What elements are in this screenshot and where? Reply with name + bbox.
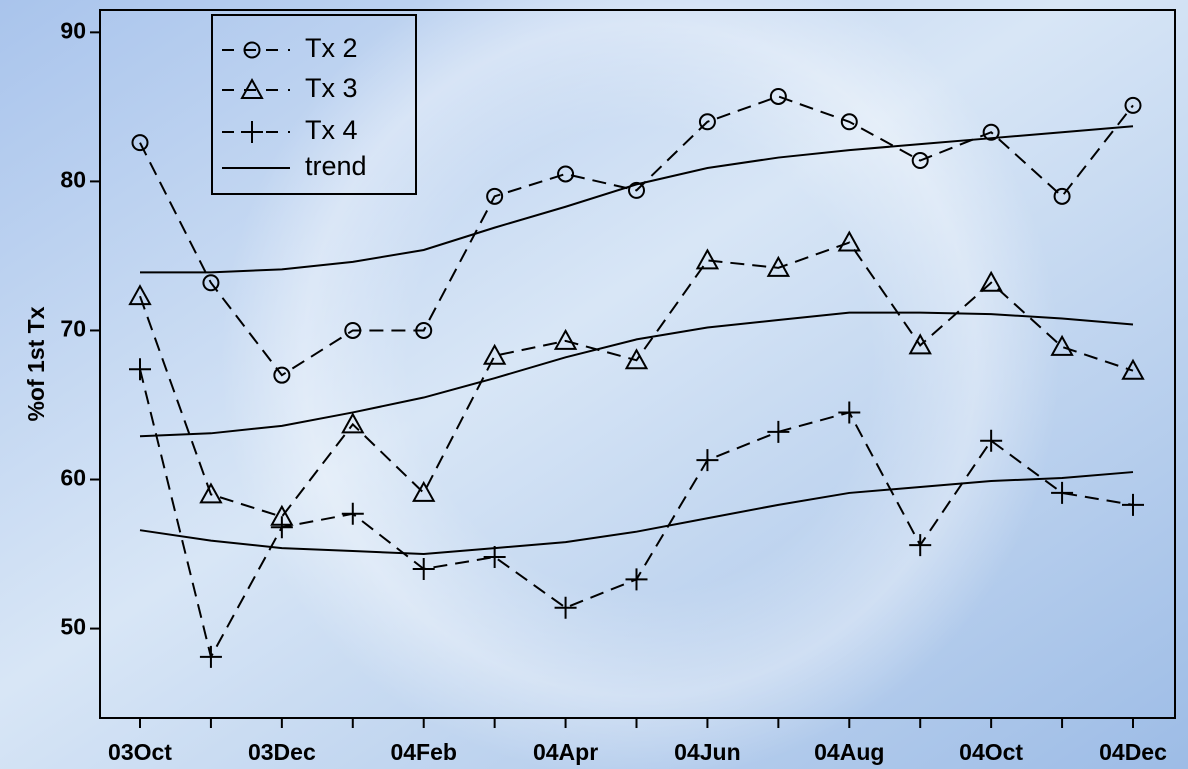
marker bbox=[344, 321, 362, 339]
marker bbox=[766, 255, 791, 277]
marker bbox=[270, 516, 293, 539]
marker bbox=[769, 87, 787, 105]
marker bbox=[128, 284, 152, 306]
marker bbox=[241, 121, 263, 143]
x-tick-label: 04Aug bbox=[814, 739, 884, 765]
series-line bbox=[139, 241, 1134, 518]
marker bbox=[129, 358, 151, 381]
marker bbox=[240, 77, 264, 99]
marker bbox=[909, 534, 932, 557]
legend-label: Tx 4 bbox=[305, 115, 358, 145]
marker bbox=[486, 187, 504, 205]
x-tick-label: 04Feb bbox=[390, 739, 456, 765]
marker bbox=[483, 546, 506, 569]
x-tick-label: 04Jun bbox=[674, 739, 740, 765]
marker bbox=[341, 502, 364, 525]
y-axis-label: %of 1st Tx bbox=[23, 306, 49, 421]
marker bbox=[982, 123, 1000, 141]
marker bbox=[273, 366, 291, 384]
background-swirl bbox=[220, 0, 1060, 769]
marker bbox=[625, 568, 648, 591]
marker bbox=[1050, 334, 1074, 356]
marker bbox=[979, 270, 1003, 292]
marker bbox=[415, 321, 433, 339]
y-tick-label: 80 bbox=[60, 166, 86, 192]
x-tick-label: 04Oct bbox=[959, 739, 1023, 765]
marker bbox=[1051, 481, 1074, 504]
legend-box bbox=[211, 14, 417, 195]
y-tick-label: 50 bbox=[60, 614, 86, 640]
x-tick-label: 03Oct bbox=[108, 739, 172, 765]
y-tick-label: 60 bbox=[60, 465, 86, 491]
x-tick-label: 03Dec bbox=[248, 739, 316, 765]
legend-label: Tx 3 bbox=[305, 73, 358, 103]
legend-label: Tx 2 bbox=[305, 33, 358, 63]
marker bbox=[696, 449, 719, 472]
trend-line bbox=[139, 311, 1134, 438]
marker bbox=[243, 41, 261, 59]
marker bbox=[1053, 187, 1071, 205]
marker bbox=[628, 181, 645, 199]
marker bbox=[624, 348, 649, 370]
marker bbox=[482, 343, 507, 365]
marker bbox=[1122, 493, 1144, 516]
marker bbox=[695, 248, 720, 270]
legend-label: trend bbox=[305, 151, 367, 181]
marker bbox=[908, 333, 932, 355]
trend-line bbox=[140, 125, 1134, 274]
marker bbox=[767, 420, 790, 443]
marker bbox=[840, 113, 858, 131]
y-tick-label: 90 bbox=[60, 17, 86, 43]
marker bbox=[980, 429, 1003, 452]
marker bbox=[1121, 358, 1145, 380]
marker bbox=[557, 165, 575, 183]
marker bbox=[341, 412, 365, 434]
marker bbox=[199, 482, 223, 504]
marker bbox=[554, 596, 577, 619]
marker bbox=[412, 480, 436, 502]
marker bbox=[202, 274, 220, 292]
x-tick-label: 04Apr bbox=[533, 739, 598, 765]
y-tick-label: 70 bbox=[60, 316, 86, 342]
marker bbox=[553, 328, 578, 350]
marker bbox=[837, 230, 861, 252]
marker bbox=[911, 152, 929, 170]
marker bbox=[131, 134, 149, 152]
marker bbox=[199, 645, 222, 668]
trend-line bbox=[139, 471, 1134, 556]
series-line bbox=[139, 95, 1134, 377]
marker bbox=[698, 113, 716, 131]
marker bbox=[412, 557, 435, 580]
marker bbox=[838, 401, 861, 424]
x-tick-label: 04Dec bbox=[1099, 739, 1167, 765]
marker bbox=[1124, 96, 1142, 114]
